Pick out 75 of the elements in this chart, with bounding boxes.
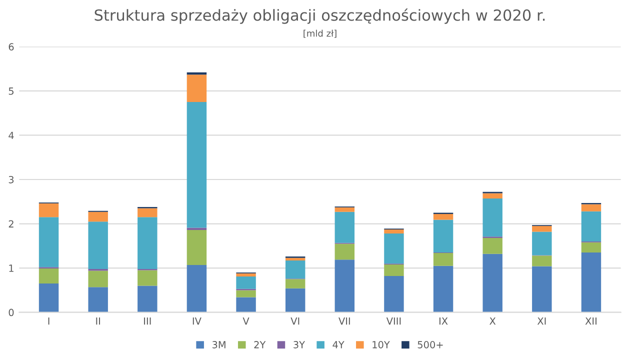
legend-label: 2Y bbox=[254, 341, 266, 348]
y-tick-label: 3 bbox=[8, 176, 14, 184]
bar bbox=[433, 220, 454, 253]
chart-title: Struktura sprzedaży obligacji oszczędnościowych w 2020 r. bbox=[94, 8, 545, 24]
bar bbox=[334, 244, 355, 260]
x-tick-label: IX bbox=[439, 317, 448, 325]
bar bbox=[38, 217, 59, 268]
bar bbox=[384, 264, 404, 276]
bar bbox=[334, 212, 355, 243]
bar bbox=[285, 258, 306, 261]
legend-label: 3M bbox=[212, 341, 226, 348]
legend-label: 3Y bbox=[294, 341, 306, 348]
bar bbox=[581, 242, 602, 253]
bar bbox=[186, 74, 207, 102]
bar bbox=[532, 266, 552, 312]
bar bbox=[532, 256, 552, 266]
x-tick-label: VII bbox=[338, 317, 350, 325]
y-tick-label: 1 bbox=[9, 264, 14, 272]
bar bbox=[38, 284, 59, 312]
bar bbox=[384, 230, 404, 234]
x-tick-label: X bbox=[490, 317, 496, 325]
x-tick-label: II bbox=[96, 317, 100, 325]
bar bbox=[532, 226, 552, 232]
bar bbox=[138, 270, 158, 286]
x-tick-label: VI bbox=[290, 317, 300, 325]
bar bbox=[334, 207, 355, 212]
bar bbox=[236, 297, 256, 312]
bar bbox=[482, 193, 502, 199]
y-tick-label: 5 bbox=[8, 88, 14, 95]
bar bbox=[482, 254, 502, 312]
bar bbox=[384, 276, 404, 312]
chart-subtitle: [mld zł] bbox=[304, 30, 336, 38]
bar bbox=[285, 260, 306, 279]
bar bbox=[138, 208, 158, 218]
bar bbox=[433, 266, 454, 312]
x-tick-label: IV bbox=[192, 317, 202, 325]
bar bbox=[236, 290, 256, 298]
bar bbox=[186, 102, 207, 228]
bar bbox=[38, 268, 59, 284]
bar bbox=[433, 253, 454, 266]
bar bbox=[482, 198, 502, 237]
bar bbox=[334, 260, 355, 312]
x-tick-label: V bbox=[242, 317, 250, 325]
bar bbox=[581, 211, 602, 242]
bar bbox=[433, 214, 454, 220]
bar bbox=[285, 279, 306, 288]
bar bbox=[186, 264, 207, 312]
legend-label: 4Y bbox=[332, 341, 344, 348]
bar bbox=[285, 288, 306, 312]
bar bbox=[88, 287, 108, 312]
y-tick-label: 4 bbox=[8, 132, 14, 139]
legend-label: 10Y bbox=[372, 341, 390, 348]
x-tick-label: XII bbox=[585, 317, 596, 325]
legend-label: 500+ bbox=[418, 341, 443, 348]
bar bbox=[532, 232, 552, 256]
bar bbox=[482, 238, 502, 254]
y-tick-label: 6 bbox=[8, 43, 14, 50]
x-tick-label: VIII bbox=[386, 317, 401, 325]
bar bbox=[138, 286, 158, 312]
bar bbox=[88, 222, 108, 269]
bar bbox=[384, 234, 404, 264]
bar bbox=[236, 273, 256, 276]
y-tick-label: 0 bbox=[8, 308, 14, 316]
x-tick-label: III bbox=[144, 317, 151, 325]
bar bbox=[38, 203, 59, 218]
bar bbox=[581, 204, 602, 212]
bar bbox=[236, 276, 256, 289]
bar bbox=[186, 230, 207, 265]
bar bbox=[88, 212, 108, 222]
x-tick-label: XI bbox=[537, 317, 546, 325]
y-tick-label: 2 bbox=[8, 220, 14, 228]
bar bbox=[581, 252, 602, 312]
bar bbox=[88, 270, 108, 288]
bar bbox=[138, 217, 158, 269]
x-tick-label: I bbox=[48, 317, 50, 325]
